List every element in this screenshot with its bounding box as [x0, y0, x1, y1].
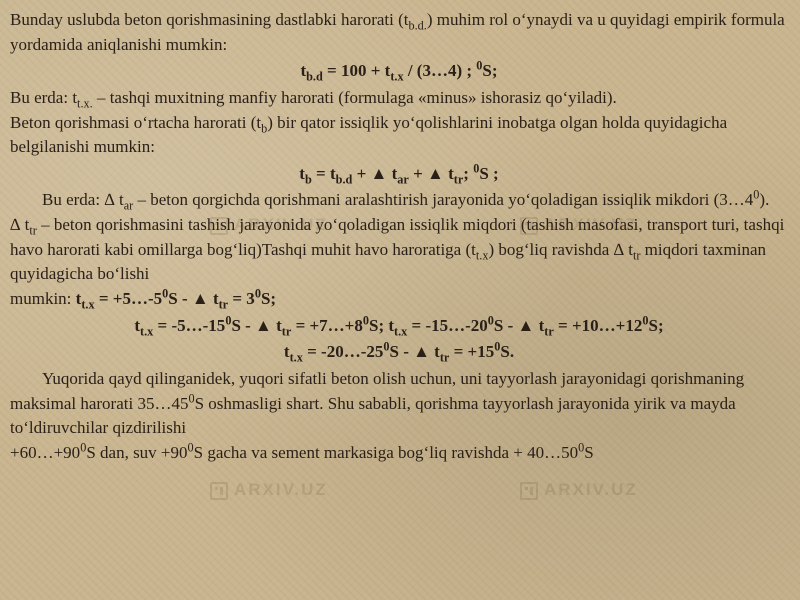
formula-2: tb = tb.d + ▲ tar + ▲ ttr; 0S ;: [10, 162, 788, 187]
text: / (3…4) ;: [404, 61, 477, 80]
text: ;: [463, 164, 473, 183]
paragraph-6-inline-formula: mumkin: tt.x = +5…-50S - ▲ ttr = 30S;: [10, 287, 788, 312]
subscript: t.x: [140, 324, 153, 338]
subscript: b.d: [306, 70, 323, 84]
text: S - ▲ t: [168, 289, 218, 308]
text: S: [584, 443, 593, 462]
formula-4: tt.x = -5…-150S - ▲ ttr = +7…+80S; tt.x …: [10, 314, 788, 339]
subscript: tr: [454, 172, 464, 186]
text: ∆ t: [10, 215, 29, 234]
text: – beton qorgichda qorishmani aralashtiri…: [133, 190, 753, 209]
paragraph-7: Yuqorida qayd qilinganidek, yuqori sifat…: [10, 367, 788, 441]
text: Bu erda: ∆ t: [42, 190, 124, 209]
text: = t: [312, 164, 336, 183]
text: ) bogʻliq ravishda ∆ t: [488, 240, 632, 259]
document-body: Bunday uslubda beton qorishmasining dast…: [0, 0, 800, 466]
text: S;: [261, 289, 276, 308]
text: mumkin:: [10, 289, 76, 308]
formula-1: tb.d = 100 + tt.x / (3…4) ; 0S;: [10, 59, 788, 84]
text: = -20…-25: [303, 342, 384, 361]
subscript: b.d: [336, 172, 353, 186]
text: = +10…+12: [554, 316, 643, 335]
formula-5: tt.x = -20…-250S - ▲ ttr = +150S.: [10, 340, 788, 365]
paragraph-8-cutoff: +60…+900S dan, suv +900S gacha va sement…: [10, 441, 788, 466]
paragraph-5: ∆ ttr – beton qorishmasini tashish jaray…: [10, 213, 788, 287]
subscript: t.x: [290, 351, 303, 365]
subscript: b: [305, 172, 312, 186]
text: = -5…-15: [153, 316, 225, 335]
text: + ▲ t: [409, 164, 454, 183]
text: = -15…-20: [407, 316, 488, 335]
subscript: t.x.: [77, 96, 93, 110]
text: Bunday uslubda beton qorishmasining dast…: [10, 10, 409, 29]
text: +60…+90: [10, 443, 80, 462]
text: S - ▲ t: [494, 316, 544, 335]
text: S.: [500, 342, 514, 361]
text: S;: [482, 61, 497, 80]
subscript: ar: [397, 172, 409, 186]
text: Beton qorishmasi oʻrtacha harorati (t: [10, 113, 261, 132]
text: S ;: [479, 164, 498, 183]
text: S dan, suv +90: [86, 443, 187, 462]
text: S - ▲ t: [231, 316, 281, 335]
text: S - ▲ t: [389, 342, 439, 361]
subscript: tr: [440, 351, 450, 365]
text: = +7…+8: [291, 316, 363, 335]
subscript: tr: [282, 324, 292, 338]
subscript: t.x: [390, 70, 403, 84]
paragraph-2: Bu erda: tt.x. – tashqi muxitning manfiy…: [10, 86, 788, 111]
subscript: b.d.: [409, 18, 427, 32]
subscript: ar: [124, 199, 134, 213]
subscript: t.x: [476, 248, 489, 262]
subscript: tr: [544, 324, 554, 338]
text: = +15: [449, 342, 494, 361]
subscript: t.x: [81, 297, 94, 311]
text: S gacha va sement markasiga bogʻliq ravi…: [194, 443, 578, 462]
text: = +5…-5: [95, 289, 163, 308]
text: S;: [648, 316, 663, 335]
text: = 3: [228, 289, 255, 308]
text: S; t: [369, 316, 394, 335]
paragraph-3: Beton qorishmasi oʻrtacha harorati (tb) …: [10, 111, 788, 160]
text: = 100 + t: [323, 61, 391, 80]
text: Bu erda: t: [10, 88, 77, 107]
subscript: tr: [29, 224, 36, 238]
text: ).: [759, 190, 769, 209]
subscript: t.x: [394, 324, 407, 338]
paragraph-4: Bu erda: ∆ tar – beton qorgichda qorishm…: [10, 188, 788, 213]
text: – tashqi muxitning manfiy harorati (form…: [93, 88, 617, 107]
subscript: tr: [219, 297, 229, 311]
paragraph-1: Bunday uslubda beton qorishmasining dast…: [10, 8, 788, 57]
text: + ▲ t: [352, 164, 397, 183]
